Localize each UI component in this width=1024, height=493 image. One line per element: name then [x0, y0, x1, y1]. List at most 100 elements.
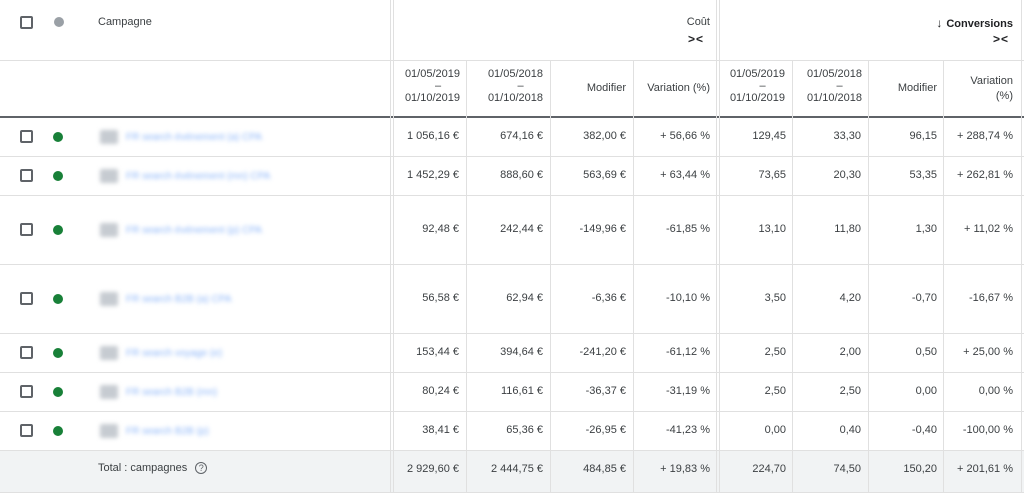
conv-2019-cell: 2,50	[764, 385, 786, 397]
campaign-name: FR search événement (p) CPA	[126, 224, 262, 236]
cost-variation-cell: + 63,44 %	[660, 169, 710, 181]
cost-variation-cell: -41,23 %	[665, 424, 710, 436]
cost-2019-column-header[interactable]: 01/05/2019 – 01/10/2019	[396, 68, 460, 104]
sort-down-arrow-icon: ↓	[936, 16, 943, 30]
total-conv-variation: + 201,61 %	[957, 463, 1013, 475]
cost-collapse-icon[interactable]: ><	[688, 32, 705, 46]
column-divider	[633, 60, 634, 493]
cost-variation-cell: + 56,66 %	[660, 130, 710, 142]
conv-variation-cell: + 25,00 %	[963, 346, 1013, 358]
cost-2018-cell: 888,60 €	[500, 169, 543, 181]
cost-group-header[interactable]: Coût	[686, 16, 710, 28]
conv-2018-cell: 2,50	[839, 385, 861, 397]
cost-2019-cell: 56,58 €	[422, 292, 459, 304]
status-enabled-icon[interactable]	[53, 387, 63, 397]
campaign-link[interactable]: FR search événement (a) CPA	[100, 130, 262, 144]
cost-modifier-cell: -149,96 €	[579, 223, 626, 235]
row-checkbox[interactable]	[20, 385, 33, 398]
conv-2019-column-header[interactable]: 01/05/2019 – 01/10/2019	[720, 68, 785, 104]
row-divider	[0, 156, 1024, 157]
total-conv-2019: 224,70	[752, 463, 786, 475]
search-campaign-icon	[100, 424, 118, 438]
select-all-checkbox[interactable]	[20, 16, 33, 29]
row-checkbox[interactable]	[20, 223, 33, 236]
conversions-collapse-icon[interactable]: ><	[993, 32, 1010, 46]
campaign-name: FR search événement (a) CPA	[126, 131, 262, 143]
conv-2019-cell: 73,65	[758, 169, 786, 181]
cost-2018-column-header[interactable]: 01/05/2018 – 01/10/2018	[478, 68, 543, 104]
conv-modifier-cell: -0,70	[911, 292, 937, 304]
conv-2018-cell: 20,30	[833, 169, 861, 181]
cost-2018-cell: 65,36 €	[506, 424, 543, 436]
search-campaign-icon	[100, 223, 118, 237]
column-divider	[719, 0, 720, 493]
conv-variation-cell: + 11,02 %	[963, 223, 1013, 235]
status-header-icon[interactable]	[54, 17, 64, 27]
conv-modifier-cell: 53,35	[909, 169, 937, 181]
cost-variation-cell: -31,19 %	[665, 385, 710, 397]
cost-variation-cell: -61,12 %	[665, 346, 710, 358]
cost-modifier-cell: -26,95 €	[585, 424, 626, 436]
row-checkbox[interactable]	[20, 346, 33, 359]
conv-modifier-cell: 1,30	[915, 223, 937, 235]
cost-2018-cell: 62,94 €	[506, 292, 543, 304]
row-checkbox[interactable]	[20, 292, 33, 305]
column-divider	[943, 60, 944, 493]
conv-modifier-cell: -0,40	[911, 424, 937, 436]
total-conv-modifier: 150,20	[903, 463, 937, 475]
row-divider	[0, 411, 1024, 412]
cost-2019-cell: 92,48 €	[422, 223, 459, 235]
conv-modifier-cell: 96,15	[909, 130, 937, 142]
cost-2019-cell: 153,44 €	[416, 346, 459, 358]
conv-modifier-column-header[interactable]: Modifier	[897, 82, 937, 94]
status-enabled-icon[interactable]	[53, 225, 63, 235]
status-enabled-icon[interactable]	[53, 171, 63, 181]
status-enabled-icon[interactable]	[53, 294, 63, 304]
date-separator: –	[517, 80, 524, 92]
cost-2018-cell: 394,64 €	[500, 346, 543, 358]
campaign-column-header[interactable]: Campagne	[98, 16, 152, 28]
total-label-text: Total : campagnes	[98, 462, 188, 474]
cost-variation-column-header[interactable]: Variation (%)	[647, 82, 710, 94]
cost-variation-cell: -61,85 %	[665, 223, 710, 235]
column-divider	[466, 60, 467, 493]
cost-modifier-column-header[interactable]: Modifier	[586, 82, 626, 94]
date-start: 01/05/2018	[487, 68, 543, 80]
status-enabled-icon[interactable]	[53, 132, 63, 142]
conversions-group-header[interactable]: ↓ Conversions	[900, 16, 1013, 30]
search-campaign-icon	[100, 169, 118, 183]
campaign-link[interactable]: FR search événement (p) CPA	[100, 223, 262, 237]
conv-2018-cell: 11,80	[834, 223, 861, 235]
cost-2018-cell: 674,16 €	[500, 130, 543, 142]
cost-modifier-cell: -36,37 €	[585, 385, 626, 397]
column-divider	[550, 60, 551, 493]
status-enabled-icon[interactable]	[53, 426, 63, 436]
row-divider	[0, 450, 1024, 451]
cost-modifier-cell: 382,00 €	[583, 130, 626, 142]
campaign-link[interactable]: FR search B2B (mn)	[100, 385, 217, 399]
total-cost-variation: + 19,83 %	[660, 463, 710, 475]
date-separator: –	[434, 80, 442, 92]
conversions-group-label: Conversions	[946, 18, 1013, 30]
column-divider	[1021, 0, 1022, 493]
conv-modifier-cell: 0,00	[915, 385, 937, 397]
column-divider	[390, 0, 391, 493]
campaign-link[interactable]: FR search B2B (a) CPA	[100, 292, 231, 306]
conv-2018-column-header[interactable]: 01/05/2018 – 01/10/2018	[797, 68, 862, 104]
row-divider	[0, 264, 1024, 265]
campaign-link[interactable]: FR search B2B (p)	[100, 424, 209, 438]
campaign-link[interactable]: FR search voyage (e)	[100, 346, 222, 360]
help-icon[interactable]: ?	[195, 462, 208, 475]
row-checkbox[interactable]	[20, 424, 33, 437]
conv-modifier-cell: 0,50	[915, 346, 937, 358]
row-divider	[0, 195, 1024, 196]
search-campaign-icon	[100, 385, 118, 399]
date-start: 01/05/2019	[729, 68, 785, 80]
row-checkbox[interactable]	[20, 130, 33, 143]
row-checkbox[interactable]	[20, 169, 33, 182]
conv-variation-column-header[interactable]: Variation (%)	[946, 75, 1013, 102]
row-divider	[0, 372, 1024, 373]
campaign-link[interactable]: FR search événement (mn) CPA	[100, 169, 270, 183]
status-enabled-icon[interactable]	[53, 348, 63, 358]
